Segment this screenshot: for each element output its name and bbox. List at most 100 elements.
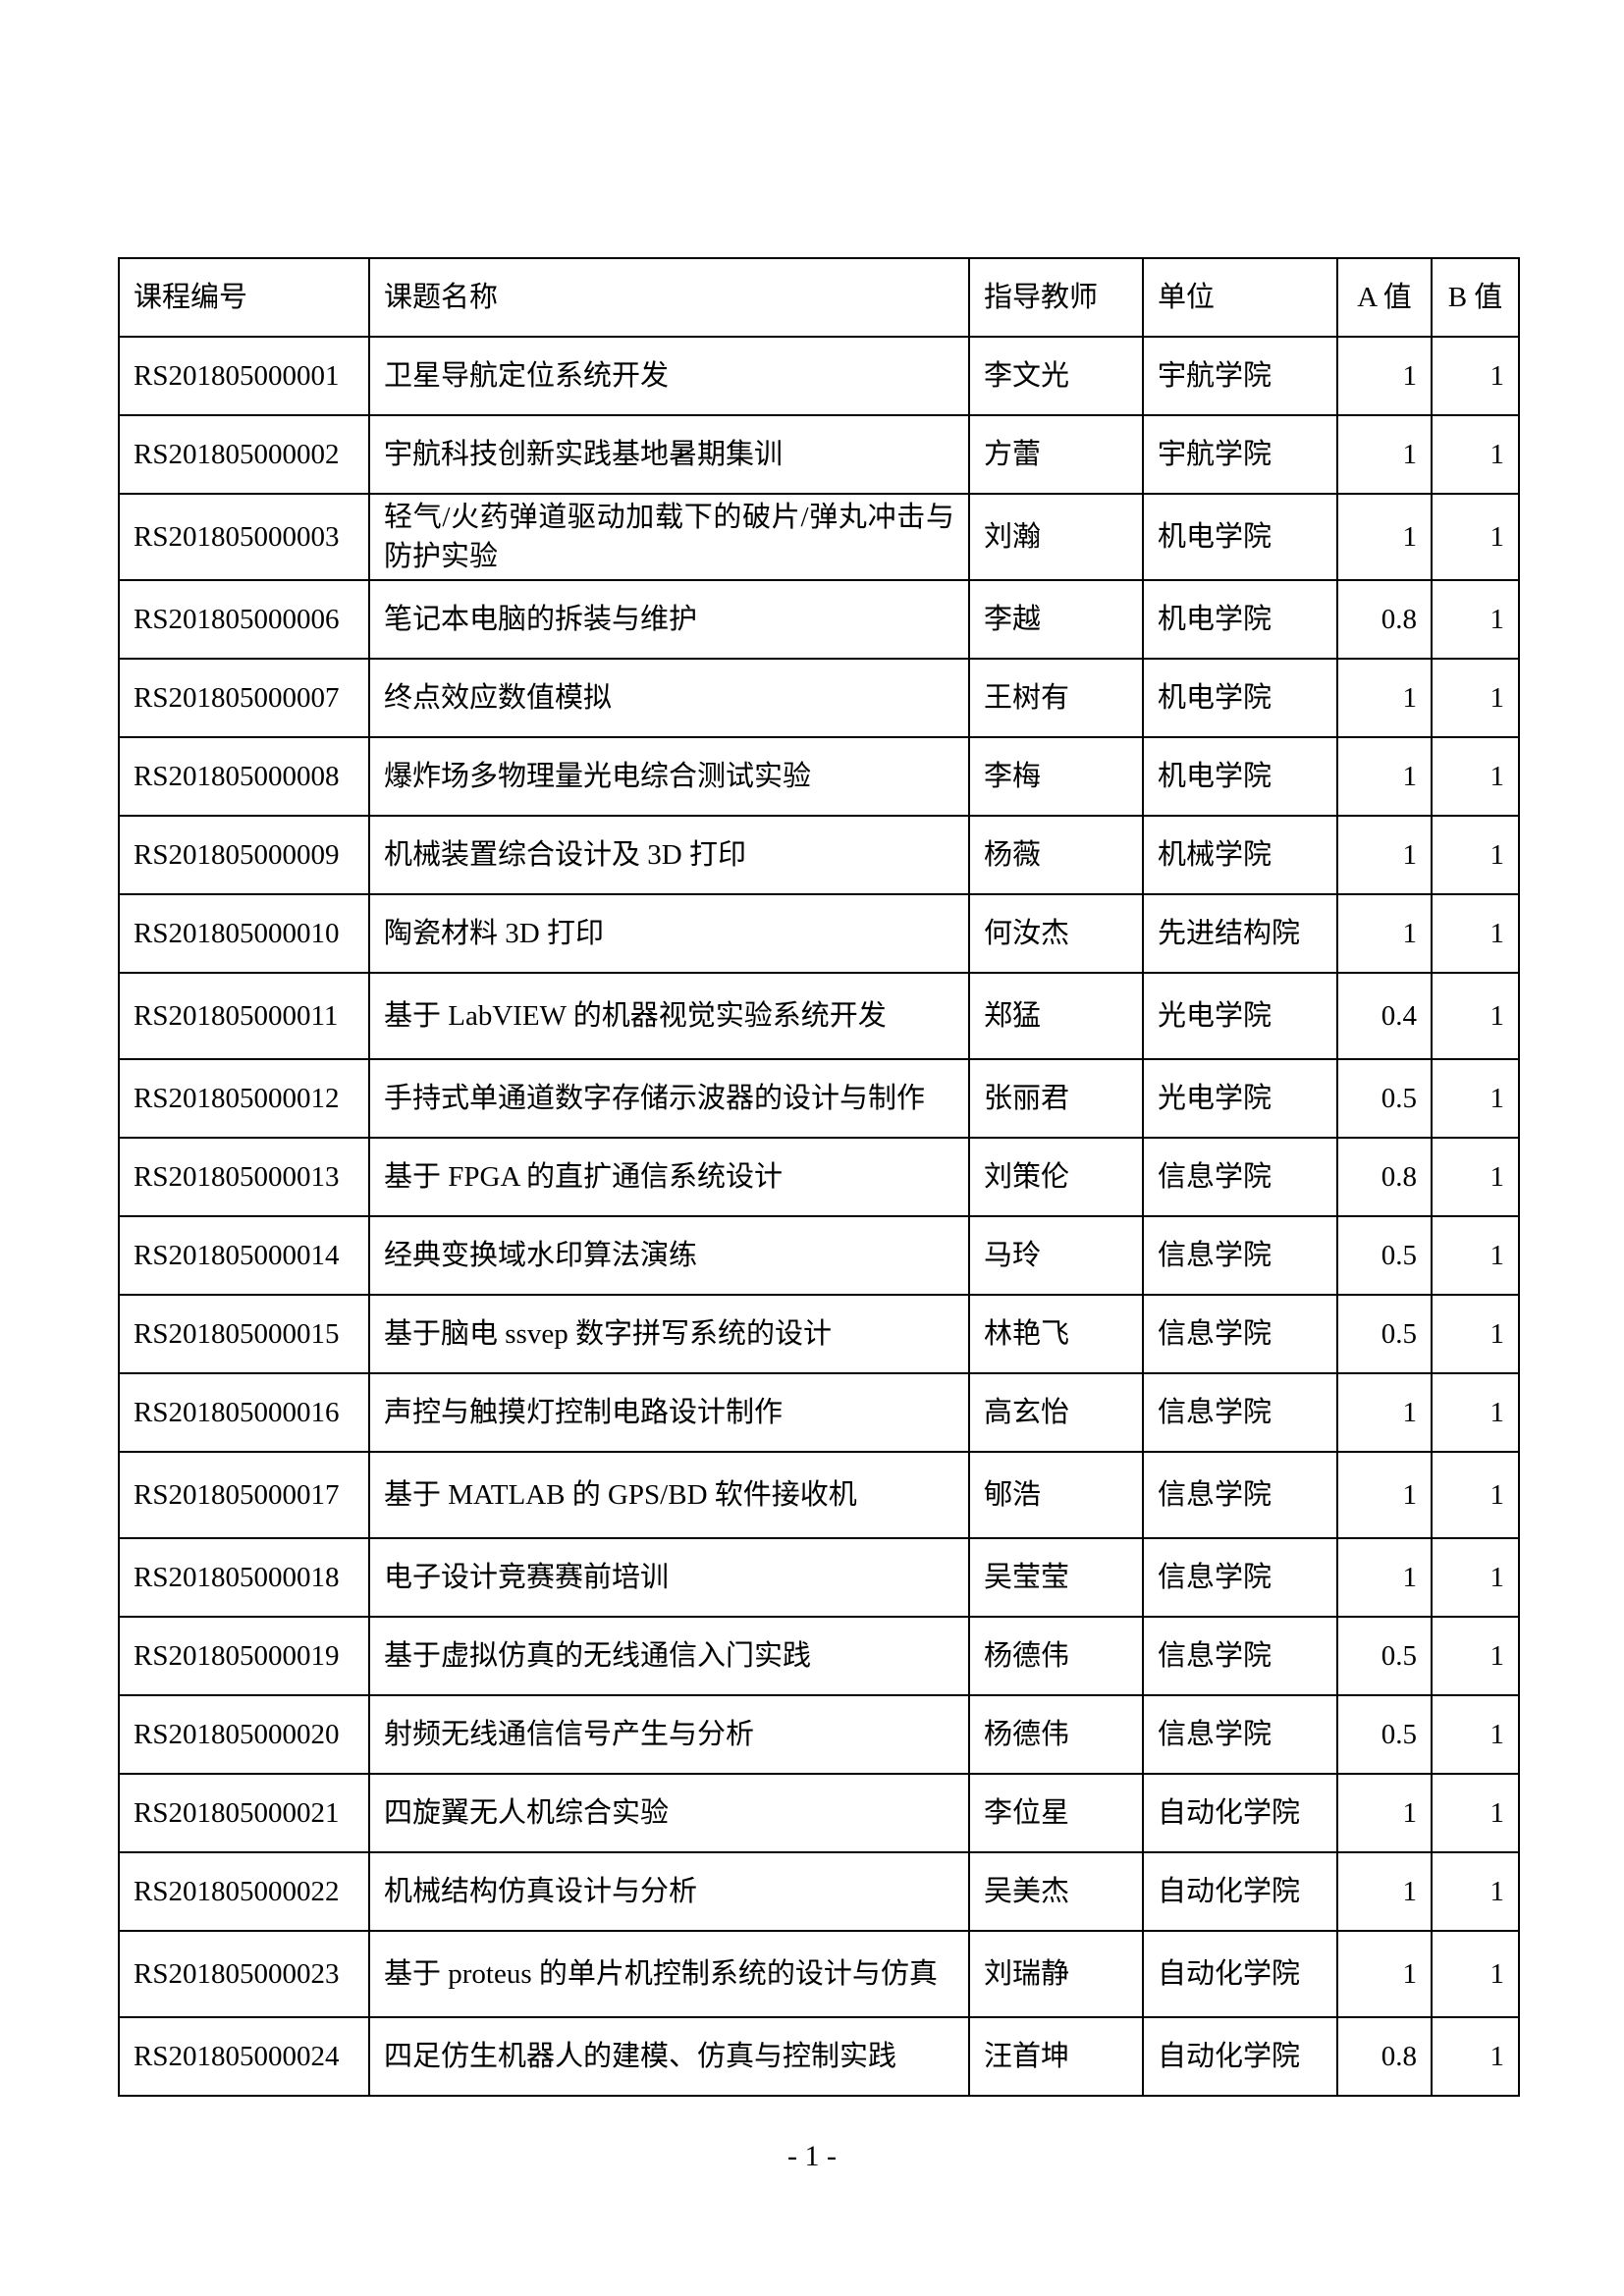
header-course-id: 课程编号 xyxy=(118,257,370,338)
cell-course-id: RS201805000006 xyxy=(118,579,370,660)
cell-teacher: 刘瑞静 xyxy=(968,1930,1144,2018)
cell-a-value: 1 xyxy=(1336,1451,1433,1539)
cell-course-id: RS201805000001 xyxy=(118,336,370,416)
cell-a-value: 1 xyxy=(1336,815,1433,895)
cell-topic: 电子设计竞赛赛前培训 xyxy=(368,1537,970,1618)
cell-unit: 信息学院 xyxy=(1142,1372,1338,1453)
header-a-value: A 值 xyxy=(1336,257,1433,338)
cell-unit: 信息学院 xyxy=(1142,1137,1338,1217)
table-row: RS201805000013 基于 FPGA 的直扩通信系统设计 刘策伦 信息学院 0.… xyxy=(118,1137,1520,1217)
cell-a-value: 1 xyxy=(1336,1851,1433,1932)
cell-a-value: 1 xyxy=(1336,1537,1433,1618)
cell-course-id: RS201805000020 xyxy=(118,1694,370,1775)
cell-course-id: RS201805000008 xyxy=(118,736,370,817)
table-row: RS201805000010 陶瓷材料 3D 打印 何汝杰 先进结构院 1 1 xyxy=(118,893,1520,974)
cell-topic: 射频无线通信信号产生与分析 xyxy=(368,1694,970,1775)
cell-teacher: 李越 xyxy=(968,579,1144,660)
cell-a-value: 1 xyxy=(1336,893,1433,974)
cell-a-value: 1 xyxy=(1336,1372,1433,1453)
course-table: 课程编号 课题名称 指导教师 单位 A 值 B 值 RS201805000001… xyxy=(118,257,1520,2097)
table-header-row: 课程编号 课题名称 指导教师 单位 A 值 B 值 xyxy=(118,257,1520,338)
cell-teacher: 杨德伟 xyxy=(968,1616,1144,1696)
header-unit: 单位 xyxy=(1142,257,1338,338)
cell-topic: 声控与触摸灯控制电路设计制作 xyxy=(368,1372,970,1453)
table-row: RS201805000015 基于脑电 ssvep 数字拼写系统的设计 林艳飞 信息学… xyxy=(118,1294,1520,1374)
cell-course-id: RS201805000024 xyxy=(118,2016,370,2097)
cell-topic: 基于 proteus 的单片机控制系统的设计与仿真 xyxy=(368,1930,970,2018)
cell-a-value: 1 xyxy=(1336,736,1433,817)
cell-course-id: RS201805000013 xyxy=(118,1137,370,1217)
cell-teacher: 马玲 xyxy=(968,1215,1144,1296)
cell-course-id: RS201805000002 xyxy=(118,414,370,495)
table-row: RS201805000019 基于虚拟仿真的无线通信入门实践 杨德伟 信息学院 0.5 1 xyxy=(118,1616,1520,1696)
cell-unit: 光电学院 xyxy=(1142,972,1338,1060)
cell-b-value: 1 xyxy=(1431,893,1520,974)
cell-a-value: 1 xyxy=(1336,1930,1433,2018)
cell-a-value: 0.4 xyxy=(1336,972,1433,1060)
cell-course-id: RS201805000014 xyxy=(118,1215,370,1296)
cell-topic: 陶瓷材料 3D 打印 xyxy=(368,893,970,974)
table-row: RS201805000008 爆炸场多物理量光电综合测试实验 李梅 机电学院 1 1 xyxy=(118,736,1520,817)
cell-unit: 机电学院 xyxy=(1142,493,1338,581)
table-row: RS201805000024 四足仿生机器人的建模、仿真与控制实践 汪首坤 自动化学院… xyxy=(118,2016,1520,2097)
cell-a-value: 1 xyxy=(1336,1773,1433,1853)
cell-b-value: 1 xyxy=(1431,1616,1520,1696)
cell-teacher: 王树有 xyxy=(968,658,1144,738)
cell-b-value: 1 xyxy=(1431,1537,1520,1618)
cell-b-value: 1 xyxy=(1431,1930,1520,2018)
cell-unit: 自动化学院 xyxy=(1142,1773,1338,1853)
cell-b-value: 1 xyxy=(1431,1137,1520,1217)
cell-unit: 机械学院 xyxy=(1142,815,1338,895)
cell-teacher: 刘瀚 xyxy=(968,493,1144,581)
cell-teacher: 何汝杰 xyxy=(968,893,1144,974)
table-row: RS201805000009 机械装置综合设计及 3D 打印 杨薇 机械学院 1 1 xyxy=(118,815,1520,895)
cell-course-id: RS201805000007 xyxy=(118,658,370,738)
cell-topic: 轻气/火药弹道驱动加载下的破片/弹丸冲击与防护实验 xyxy=(368,493,970,581)
table-row: RS201805000006 笔记本电脑的拆装与维护 李越 机电学院 0.8 1 xyxy=(118,579,1520,660)
cell-unit: 宇航学院 xyxy=(1142,414,1338,495)
cell-b-value: 1 xyxy=(1431,1058,1520,1139)
cell-course-id: RS201805000012 xyxy=(118,1058,370,1139)
cell-a-value: 0.5 xyxy=(1336,1058,1433,1139)
cell-a-value: 0.8 xyxy=(1336,579,1433,660)
cell-unit: 宇航学院 xyxy=(1142,336,1338,416)
cell-b-value: 1 xyxy=(1431,972,1520,1060)
cell-topic: 机械结构仿真设计与分析 xyxy=(368,1851,970,1932)
cell-teacher: 张丽君 xyxy=(968,1058,1144,1139)
cell-unit: 先进结构院 xyxy=(1142,893,1338,974)
table-row: RS201805000012 手持式单通道数字存储示波器的设计与制作 张丽君 光电学院… xyxy=(118,1058,1520,1139)
table-row: RS201805000020 射频无线通信信号产生与分析 杨德伟 信息学院 0.5 1 xyxy=(118,1694,1520,1775)
cell-teacher: 高玄怡 xyxy=(968,1372,1144,1453)
cell-course-id: RS201805000015 xyxy=(118,1294,370,1374)
table-row: RS201805000018 电子设计竞赛赛前培训 吴莹莹 信息学院 1 1 xyxy=(118,1537,1520,1618)
cell-topic: 手持式单通道数字存储示波器的设计与制作 xyxy=(368,1058,970,1139)
cell-topic: 卫星导航定位系统开发 xyxy=(368,336,970,416)
cell-a-value: 0.5 xyxy=(1336,1294,1433,1374)
table-row: RS201805000007 终点效应数值模拟 王树有 机电学院 1 1 xyxy=(118,658,1520,738)
table-row: RS201805000001 卫星导航定位系统开发 李文光 宇航学院 1 1 xyxy=(118,336,1520,416)
cell-b-value: 1 xyxy=(1431,336,1520,416)
cell-teacher: 李梅 xyxy=(968,736,1144,817)
cell-course-id: RS201805000009 xyxy=(118,815,370,895)
cell-topic: 四旋翼无人机综合实验 xyxy=(368,1773,970,1853)
cell-a-value: 0.5 xyxy=(1336,1616,1433,1696)
page-number: - 1 - xyxy=(787,2140,837,2172)
cell-topic: 宇航科技创新实践基地暑期集训 xyxy=(368,414,970,495)
cell-course-id: RS201805000017 xyxy=(118,1451,370,1539)
cell-a-value: 0.8 xyxy=(1336,1137,1433,1217)
cell-a-value: 0.8 xyxy=(1336,2016,1433,2097)
cell-unit: 自动化学院 xyxy=(1142,1930,1338,2018)
cell-course-id: RS201805000016 xyxy=(118,1372,370,1453)
table-row: RS201805000002 宇航科技创新实践基地暑期集训 方蕾 宇航学院 1 1 xyxy=(118,414,1520,495)
cell-b-value: 1 xyxy=(1431,493,1520,581)
cell-course-id: RS201805000018 xyxy=(118,1537,370,1618)
cell-topic: 基于脑电 ssvep 数字拼写系统的设计 xyxy=(368,1294,970,1374)
cell-topic: 爆炸场多物理量光电综合测试实验 xyxy=(368,736,970,817)
cell-teacher: 吴美杰 xyxy=(968,1851,1144,1932)
cell-a-value: 1 xyxy=(1336,493,1433,581)
cell-unit: 自动化学院 xyxy=(1142,2016,1338,2097)
cell-a-value: 0.5 xyxy=(1336,1215,1433,1296)
cell-teacher: 方蕾 xyxy=(968,414,1144,495)
cell-b-value: 1 xyxy=(1431,414,1520,495)
cell-topic: 四足仿生机器人的建模、仿真与控制实践 xyxy=(368,2016,970,2097)
